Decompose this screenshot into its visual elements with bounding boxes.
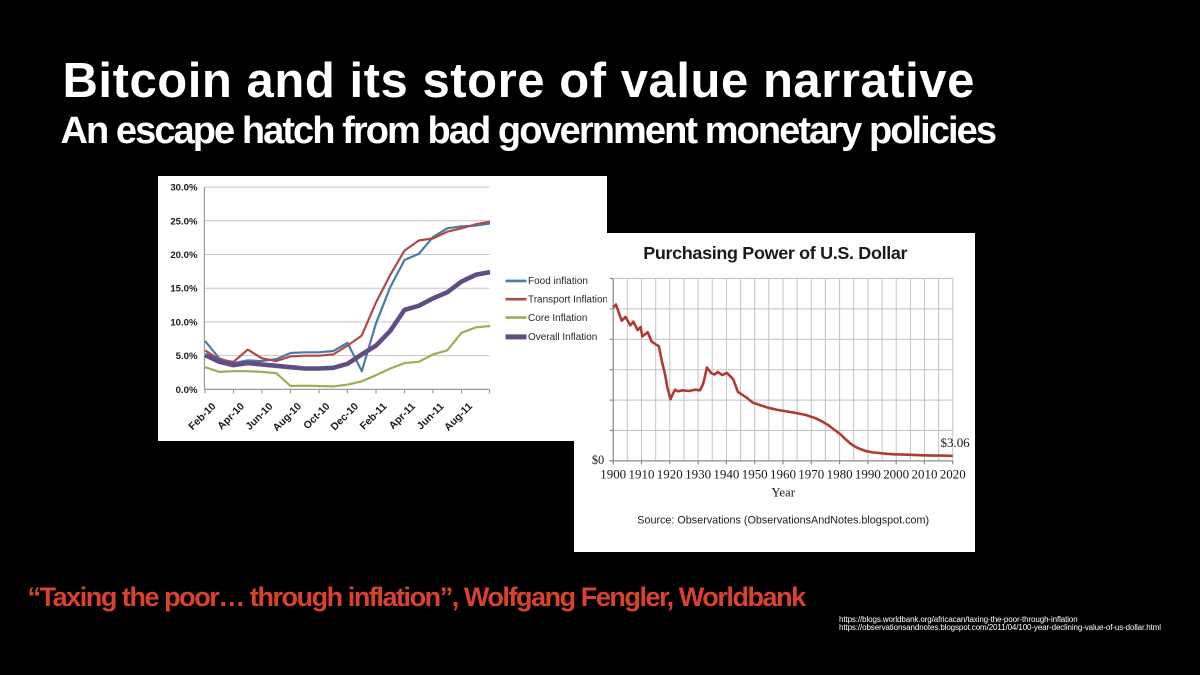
svg-text:1920: 1920: [657, 467, 683, 482]
svg-text:2020: 2020: [940, 467, 966, 482]
svg-text:Aug-11: Aug-11: [443, 401, 475, 433]
svg-text:25.0%: 25.0%: [170, 216, 198, 227]
svg-text:2000: 2000: [883, 467, 909, 482]
svg-text:1990: 1990: [855, 467, 881, 482]
svg-text:1960: 1960: [770, 467, 796, 482]
svg-text:$3.06: $3.06: [940, 435, 970, 450]
svg-text:1950: 1950: [742, 467, 768, 482]
svg-text:1970: 1970: [798, 467, 824, 482]
svg-text:1930: 1930: [685, 467, 711, 482]
svg-text:Feb-11: Feb-11: [358, 401, 389, 432]
svg-text:Core Inflation: Core Inflation: [528, 312, 587, 323]
svg-text:5.0%: 5.0%: [176, 351, 198, 362]
svg-text:Aug-10: Aug-10: [271, 401, 304, 434]
svg-text:Overall Inflation: Overall Inflation: [528, 332, 597, 343]
svg-text:Jun-10: Jun-10: [244, 401, 276, 433]
svg-text:Source: Observations (Observat: Source: Observations (ObservationsAndNot…: [637, 514, 929, 526]
svg-text:Food inflation: Food inflation: [528, 276, 588, 287]
svg-text:1910: 1910: [628, 467, 654, 482]
svg-text:1940: 1940: [713, 467, 739, 482]
svg-text:Jun-11: Jun-11: [415, 401, 446, 432]
svg-text:30.0%: 30.0%: [170, 182, 198, 193]
svg-text:Transport Inflation: Transport Inflation: [528, 294, 607, 305]
svg-text:1900: 1900: [600, 467, 626, 482]
svg-text:Year: Year: [771, 485, 795, 499]
svg-text:Apr-10: Apr-10: [216, 401, 247, 432]
svg-text:0.0%: 0.0%: [176, 384, 198, 395]
svg-text:Oct-10: Oct-10: [302, 401, 333, 432]
svg-text:15.0%: 15.0%: [170, 283, 198, 294]
svg-text:2010: 2010: [911, 467, 937, 482]
svg-text:$0: $0: [592, 453, 604, 467]
svg-text:10.0%: 10.0%: [170, 317, 198, 328]
svg-text:Dec-10: Dec-10: [329, 401, 361, 433]
svg-text:1980: 1980: [826, 467, 852, 482]
svg-text:Feb-10: Feb-10: [187, 401, 219, 433]
svg-text:Apr-11: Apr-11: [387, 401, 418, 432]
svg-text:20.0%: 20.0%: [170, 250, 198, 261]
svg-text:Purchasing Power of U.S. Dolla: Purchasing Power of U.S. Dollar: [643, 243, 907, 263]
